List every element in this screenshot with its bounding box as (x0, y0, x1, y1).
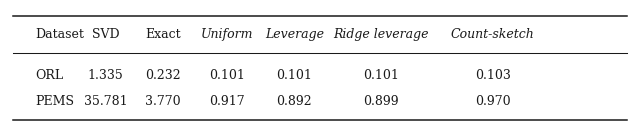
Text: 0.232: 0.232 (145, 69, 181, 82)
Text: Ridge leverage: Ridge leverage (333, 28, 429, 41)
Text: Count-sketch: Count-sketch (451, 28, 534, 41)
Text: Dataset: Dataset (35, 28, 84, 41)
Text: Leverage: Leverage (265, 28, 324, 41)
Text: 1.335: 1.335 (88, 69, 124, 82)
Text: 0.970: 0.970 (475, 95, 511, 108)
Text: 0.892: 0.892 (276, 95, 312, 108)
Text: 0.101: 0.101 (209, 69, 245, 82)
Text: SVD: SVD (92, 28, 120, 41)
Text: 3.770: 3.770 (145, 95, 181, 108)
Text: PEMS: PEMS (35, 95, 74, 108)
Text: 0.103: 0.103 (475, 69, 511, 82)
Text: 0.101: 0.101 (276, 69, 312, 82)
Text: 0.917: 0.917 (209, 95, 245, 108)
Text: 0.899: 0.899 (363, 95, 399, 108)
Text: Uniform: Uniform (201, 28, 253, 41)
Text: 35.781: 35.781 (84, 95, 127, 108)
Text: 0.101: 0.101 (363, 69, 399, 82)
Text: ORL: ORL (35, 69, 63, 82)
Text: Exact: Exact (145, 28, 181, 41)
